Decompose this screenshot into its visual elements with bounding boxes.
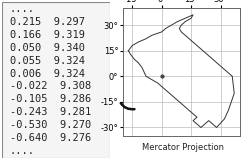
Text: ....: .... (10, 146, 35, 156)
Text: 0.006  9.324: 0.006 9.324 (10, 69, 85, 79)
Text: 0.050  9.340: 0.050 9.340 (10, 43, 85, 53)
FancyArrowPatch shape (121, 103, 135, 109)
Text: -0.530  9.270: -0.530 9.270 (10, 120, 91, 130)
FancyBboxPatch shape (2, 2, 110, 158)
Text: Mercator Projection: Mercator Projection (142, 144, 223, 152)
Text: -0.022  9.308: -0.022 9.308 (10, 81, 91, 91)
Text: 0.166  9.319: 0.166 9.319 (10, 30, 85, 40)
Text: -0.640  9.276: -0.640 9.276 (10, 133, 91, 143)
Text: 0.215  9.297: 0.215 9.297 (10, 17, 85, 27)
Text: -0.105  9.286: -0.105 9.286 (10, 94, 91, 104)
Text: -0.243  9.281: -0.243 9.281 (10, 107, 91, 117)
Text: 0.055  9.324: 0.055 9.324 (10, 56, 85, 66)
Text: ....: .... (10, 4, 35, 14)
